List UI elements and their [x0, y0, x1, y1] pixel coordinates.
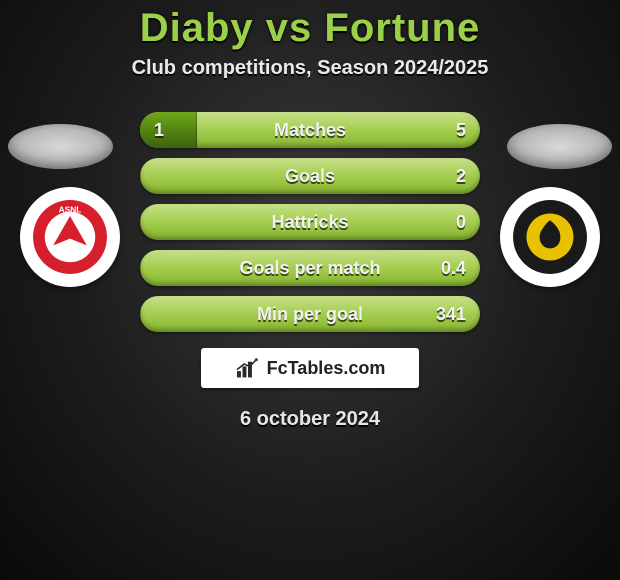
stat-label: Min per goal — [140, 296, 480, 332]
player-photo-right — [507, 124, 612, 169]
brand-text: FcTables.com — [267, 358, 386, 379]
club-badge-left-icon: ASNL — [28, 195, 112, 279]
comparison-stage: ASNL 1Matches5 Goals2 Hattricks0 Goals per … — [0, 112, 620, 431]
stats-bars: 1Matches5 Goals2 Hattricks0 Goals per match… — [140, 112, 480, 332]
player-photo-left — [8, 124, 113, 169]
stat-label: Matches — [140, 112, 480, 148]
club-badge-right — [500, 187, 600, 287]
stat-bar: 1Matches5 — [140, 112, 480, 148]
stat-bar: Goals2 — [140, 158, 480, 194]
stat-right-value: 0.4 — [441, 250, 466, 286]
stat-right-value: 5 — [456, 112, 466, 148]
stat-label: Hattricks — [140, 204, 480, 240]
stat-bar: Hattricks0 — [140, 204, 480, 240]
page-subtitle: Club competitions, Season 2024/2025 — [0, 57, 620, 80]
club-badge-left: ASNL — [20, 187, 120, 287]
date-caption: 6 october 2024 — [0, 408, 620, 431]
brand-badge[interactable]: FcTables.com — [201, 348, 419, 388]
stat-right-value: 341 — [436, 296, 466, 332]
stat-right-value: 0 — [456, 204, 466, 240]
svg-text:ASNL: ASNL — [59, 205, 82, 215]
stat-bar: Goals per match0.4 — [140, 250, 480, 286]
stat-label: Goals — [140, 158, 480, 194]
stat-bar: Min per goal341 — [140, 296, 480, 332]
club-badge-right-icon — [508, 195, 592, 279]
page-title: Diaby vs Fortune — [0, 0, 620, 51]
brand-chart-icon — [235, 357, 261, 379]
stat-label: Goals per match — [140, 250, 480, 286]
stat-right-value: 2 — [456, 158, 466, 194]
